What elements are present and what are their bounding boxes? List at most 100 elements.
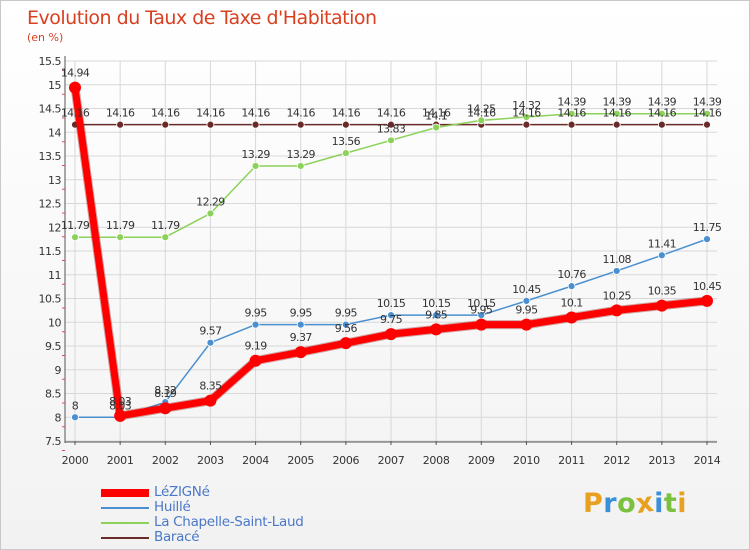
data-label-la-chapelle-saint-laud: 11.79 xyxy=(151,219,180,232)
axes: 7.588.599.51010.51111.51212.51313.51414.… xyxy=(39,55,721,467)
data-labels: 14.16 14.16 14.16 14.16 14.16 14.16 14.16 14.16… xyxy=(61,67,723,413)
data-point-lezigne xyxy=(385,328,397,341)
data-label-lezigne: 8.03 xyxy=(109,395,132,408)
data-point-la-chapelle-saint-laud xyxy=(206,209,215,218)
data-label-lezigne: 9.37 xyxy=(290,331,313,344)
y-tick-label: 9 xyxy=(55,364,62,377)
data-label-la-chapelle-saint-laud: 13.83 xyxy=(377,122,406,135)
legend-swatch-lezigne xyxy=(101,489,149,497)
data-label-barace: 14.16 xyxy=(241,107,270,120)
data-label-la-chapelle-saint-laud: 11.79 xyxy=(106,219,135,232)
data-point-huille xyxy=(387,311,395,320)
legend-swatch-barace xyxy=(101,537,149,539)
data-label-huille: 10.15 xyxy=(377,297,406,310)
data-label-barace: 14.16 xyxy=(61,107,90,120)
chart-title: Evolution du Taux de Taxe d'Habitation xyxy=(27,7,377,29)
data-point-la-chapelle-saint-laud xyxy=(116,233,125,242)
data-point-la-chapelle-saint-laud xyxy=(657,109,666,118)
y-tick-label: 14 xyxy=(48,126,61,139)
data-point-barace xyxy=(703,120,711,129)
logo-letter: o xyxy=(617,488,637,519)
data-point-barace xyxy=(387,120,395,129)
data-label-barace: 14.16 xyxy=(332,107,361,120)
y-tick-label: 8 xyxy=(55,411,62,424)
data-label-barace: 14.16 xyxy=(693,107,722,120)
data-point-huille xyxy=(341,320,350,329)
data-label-huille: 10.15 xyxy=(422,297,451,310)
data-label-huille: 9.95 xyxy=(245,307,268,320)
data-label-la-chapelle-saint-laud: 14.39 xyxy=(648,96,677,109)
data-point-lezigne xyxy=(430,323,443,336)
data-label-huille: 9.57 xyxy=(199,325,222,338)
data-label-lezigne: 9.95 xyxy=(470,304,493,317)
logo-letter: t xyxy=(663,488,678,519)
data-label-huille: 8.32 xyxy=(154,384,176,397)
data-point-barace xyxy=(296,120,305,129)
data-label-barace: 14.16 xyxy=(422,107,451,120)
data-point-huille xyxy=(71,413,79,422)
y-tick-label: 9.5 xyxy=(45,340,61,353)
legend-label-barace: Baracé xyxy=(154,529,200,545)
data-label-lezigne: 10.45 xyxy=(693,280,722,293)
x-tick-label: 2006 xyxy=(332,454,359,467)
data-label-barace: 14.16 xyxy=(286,107,315,120)
x-tick-label: 2008 xyxy=(423,454,450,467)
y-tick-label: 7.5 xyxy=(45,435,61,448)
data-label-huille: 11.41 xyxy=(648,237,677,250)
data-label-barace: 14.16 xyxy=(648,107,677,120)
y-tick-label: 13.5 xyxy=(39,150,62,163)
data-point-barace xyxy=(206,120,215,129)
legend-label-la-chapelle-saint-laud: La Chapelle-Saint-Laud xyxy=(154,514,304,530)
data-label-barace: 14.16 xyxy=(557,107,586,120)
logo-letter: i xyxy=(677,488,688,519)
data-point-barace xyxy=(612,120,621,129)
data-point-la-chapelle-saint-laud xyxy=(341,149,350,158)
data-label-la-chapelle-saint-laud: 11.79 xyxy=(61,219,90,232)
data-point-huille xyxy=(432,311,441,320)
logo-letter: i xyxy=(654,488,664,519)
data-label-huille: 10.76 xyxy=(557,268,586,281)
data-point-lezigne xyxy=(701,294,713,307)
data-point-lezigne xyxy=(69,81,81,94)
x-tick-label: 2009 xyxy=(468,454,495,467)
data-point-lezigne xyxy=(565,311,578,324)
y-tick-label: 15 xyxy=(48,79,61,92)
data-point-barace xyxy=(341,120,350,129)
data-label-lezigne: 9.56 xyxy=(335,322,358,335)
data-label-lezigne: 8.19 xyxy=(154,387,177,400)
data-label-huille: 11.75 xyxy=(693,221,722,234)
data-label-la-chapelle-saint-laud: 12.29 xyxy=(196,195,225,208)
y-tick-label: 12 xyxy=(48,221,61,234)
x-tick-label: 2010 xyxy=(513,454,540,467)
data-point-lezigne xyxy=(159,402,172,415)
data-label-barace: 14.16 xyxy=(512,107,541,120)
x-tick-label: 2004 xyxy=(242,454,269,467)
series-lines xyxy=(69,81,713,422)
x-tick-label: 2003 xyxy=(197,454,224,467)
data-point-huille xyxy=(206,338,215,347)
data-point-la-chapelle-saint-laud xyxy=(161,233,170,242)
data-point-barace xyxy=(522,120,531,129)
y-tick-label: 10 xyxy=(48,316,61,329)
x-tick-label: 2002 xyxy=(152,454,179,467)
data-label-la-chapelle-saint-laud: 13.29 xyxy=(286,148,315,161)
data-point-lezigne xyxy=(339,337,352,350)
logo-letter: x xyxy=(634,486,657,521)
logo-letter: r xyxy=(603,488,618,519)
data-point-huille xyxy=(703,235,711,244)
x-tick-label: 2000 xyxy=(62,454,89,467)
data-label-lezigne: 9.19 xyxy=(245,340,268,353)
data-label-la-chapelle-saint-laud: 14.39 xyxy=(693,96,722,109)
x-tick-label: 2001 xyxy=(107,454,134,467)
y-axis-unit-label: (en %) xyxy=(27,31,64,44)
y-tick-label: 11 xyxy=(48,269,61,282)
legend-label-lezigne: LéZIGNé xyxy=(154,484,210,500)
data-point-barace xyxy=(116,120,125,129)
data-point-la-chapelle-saint-laud xyxy=(296,162,305,170)
data-point-barace xyxy=(251,120,260,129)
data-label-lezigne: 14.94 xyxy=(61,67,90,80)
data-point-huille xyxy=(296,320,305,329)
data-point-la-chapelle-saint-laud xyxy=(567,109,576,118)
